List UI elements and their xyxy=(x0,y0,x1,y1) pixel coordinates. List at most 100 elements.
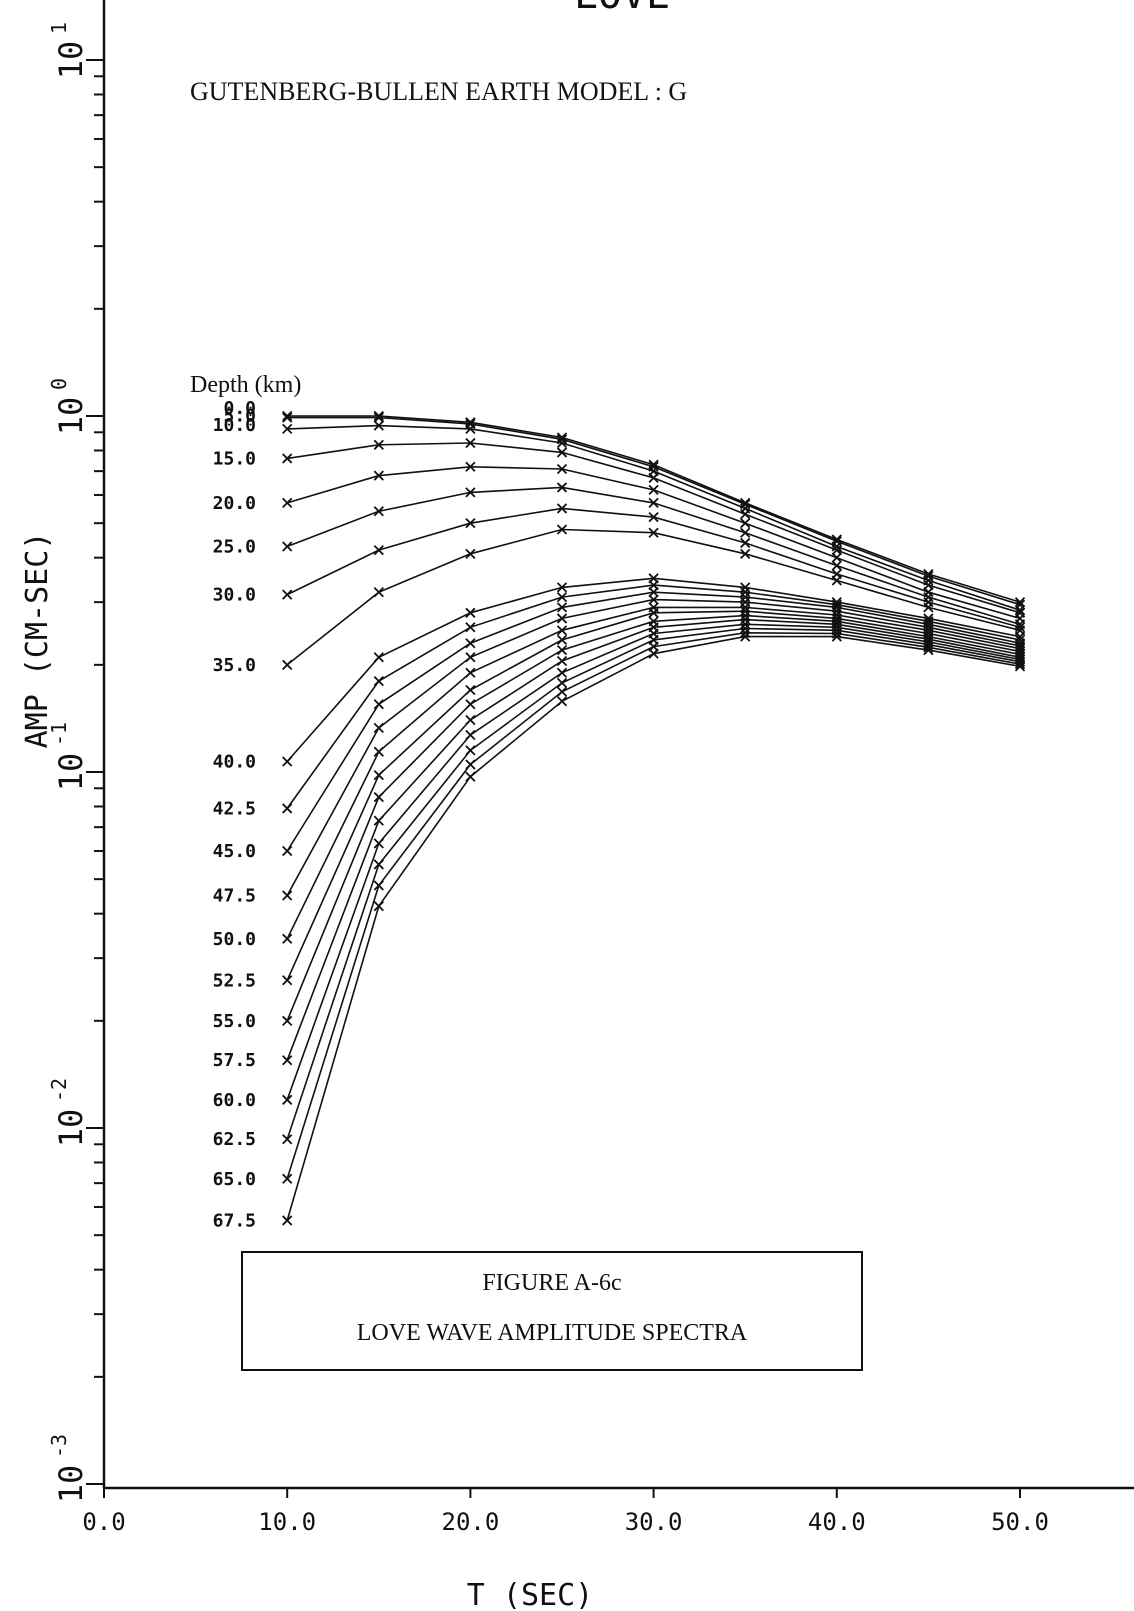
series-depth-label: 20.0 xyxy=(213,493,256,514)
y-tick-exp: -3 xyxy=(47,1434,71,1458)
axes xyxy=(86,0,1134,1498)
data-point xyxy=(923,602,934,613)
data-point xyxy=(556,655,568,667)
caption-box xyxy=(241,1251,863,1371)
series-depth-label: 0.0 xyxy=(223,398,256,419)
data-point xyxy=(282,412,293,423)
data-point xyxy=(740,518,751,529)
data-point xyxy=(740,527,751,538)
data-point xyxy=(740,509,751,520)
data-point xyxy=(648,511,659,523)
data-point xyxy=(282,541,293,552)
data-point xyxy=(556,686,568,697)
data-point xyxy=(648,484,659,496)
data-point xyxy=(282,497,293,509)
data-point xyxy=(282,975,293,986)
y-tick-base: 10 xyxy=(52,753,90,792)
data-point xyxy=(465,518,476,529)
data-point xyxy=(740,623,751,634)
data-point xyxy=(831,544,842,556)
series-depth-label: 35.0 xyxy=(213,655,256,676)
series-line xyxy=(286,614,1021,1022)
x-tick-label: 50.0 xyxy=(991,1508,1049,1536)
y-tick-label: 10-2 xyxy=(47,1078,90,1147)
data-point xyxy=(282,423,293,435)
y-tick-label: 10-1 xyxy=(47,722,90,791)
data-point xyxy=(282,1173,293,1184)
series-line xyxy=(286,627,1021,1140)
data-point xyxy=(740,619,751,630)
data-point xyxy=(831,631,842,642)
series-depth-label: 25.0 xyxy=(213,536,256,557)
data-point xyxy=(831,552,842,563)
series-depth-label: 60.0 xyxy=(213,1090,256,1111)
data-point xyxy=(373,791,384,803)
data-point xyxy=(373,769,384,781)
data-point xyxy=(556,524,568,535)
series-depth-label: 5.0 xyxy=(223,406,256,427)
data-point xyxy=(465,461,476,472)
data-point xyxy=(373,420,384,431)
data-point xyxy=(923,644,934,656)
data-point xyxy=(282,890,293,901)
data-point xyxy=(465,771,476,782)
x-tick-label: 0.0 xyxy=(82,1508,125,1536)
x-tick-label: 20.0 xyxy=(442,1508,500,1536)
data-point xyxy=(556,667,568,678)
data-point xyxy=(373,699,384,710)
data-point xyxy=(373,506,384,517)
x-tick-label: 40.0 xyxy=(808,1508,866,1536)
data-point xyxy=(465,548,476,559)
data-point xyxy=(556,644,568,656)
data-point xyxy=(373,859,384,870)
series-depth-label: 52.5 xyxy=(213,970,256,991)
data-point xyxy=(556,463,568,475)
data-point xyxy=(282,803,293,814)
data-point xyxy=(1014,658,1026,670)
data-point xyxy=(465,729,476,741)
x-axis-label: T (SEC) xyxy=(467,1578,593,1611)
data-point xyxy=(465,437,476,449)
y-axis-label: AMP (CM-SEC) xyxy=(20,532,55,749)
series-line xyxy=(287,416,1021,606)
chart-title: LOVE xyxy=(574,0,670,18)
data-point xyxy=(373,587,384,598)
data-point xyxy=(465,684,476,696)
series-depth-label: 57.5 xyxy=(213,1050,256,1071)
series-depth-label: 10.0 xyxy=(213,415,256,436)
data-point xyxy=(740,606,751,617)
y-tick-base: 10 xyxy=(52,41,90,80)
y-tick-exp: -2 xyxy=(47,1078,71,1102)
data-point xyxy=(465,607,476,618)
caption-subtitle: LOVE WAVE AMPLITUDE SPECTRA xyxy=(357,1320,748,1346)
data-point xyxy=(740,602,751,613)
data-point xyxy=(648,607,659,618)
data-point xyxy=(465,667,476,678)
data-point xyxy=(373,746,384,757)
data-point xyxy=(740,610,751,621)
data-point xyxy=(648,648,659,659)
series-depth-label: 62.5 xyxy=(213,1129,256,1150)
series-line xyxy=(286,606,1021,940)
data-point xyxy=(648,497,659,509)
data-point xyxy=(556,591,568,603)
data-point xyxy=(373,900,384,912)
data-point xyxy=(373,544,384,556)
data-point xyxy=(465,423,476,435)
data-point xyxy=(373,412,384,423)
data-point xyxy=(282,756,293,767)
data-point xyxy=(556,613,568,624)
data-point xyxy=(282,933,293,944)
data-point xyxy=(282,589,293,600)
y-tick-exp: 0 xyxy=(47,378,71,390)
data-point xyxy=(282,659,293,670)
data-point xyxy=(373,722,384,734)
data-point xyxy=(465,699,476,710)
data-point xyxy=(740,548,751,559)
legend-title: Depth (km) xyxy=(190,372,301,398)
y-tick-base: 10 xyxy=(52,1465,90,1504)
series-depth-label: 65.0 xyxy=(213,1169,256,1190)
x-tick-label: 10.0 xyxy=(258,1508,316,1536)
